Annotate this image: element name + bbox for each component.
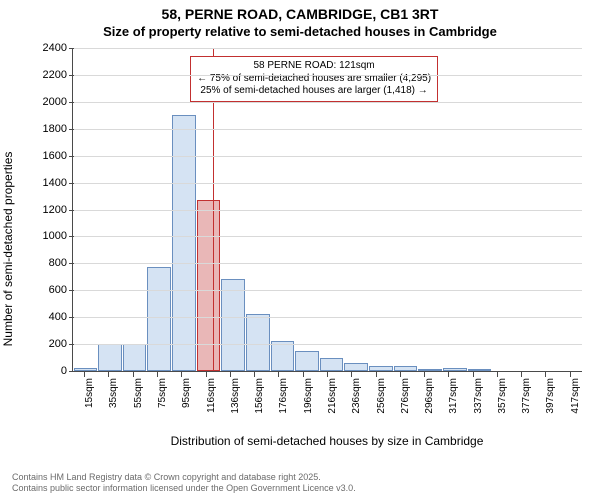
histogram-chart: 58 PERNE ROAD: 121sqm ← 75% of semi-deta… [72,48,582,372]
y-tick-label: 600 [49,284,73,296]
histogram-bar [172,115,196,371]
grid-line [73,102,582,103]
histogram-bar [123,344,147,371]
x-tick-label: 417sqm [570,378,581,414]
x-axis-label: Distribution of semi-detached houses by … [72,434,582,448]
histogram-bar [468,369,492,371]
histogram-bar [98,344,122,371]
histogram-bar [344,363,368,371]
grid-line [73,263,582,264]
x-tick-label: 75sqm [157,378,168,408]
histogram-bar [443,368,467,371]
y-axis-label: Number of semi-detached properties [1,152,15,347]
title-sub: Size of property relative to semi-detach… [0,24,600,39]
grid-line [73,210,582,211]
footer-line2: Contains public sector information licen… [12,483,356,494]
x-tick-label: 337sqm [473,378,484,414]
y-tick-label: 1000 [43,230,73,242]
x-tick-label: 357sqm [497,378,508,414]
x-tick-label: 116sqm [206,378,217,413]
x-tick-label: 95sqm [181,378,192,408]
chart-container: 58, PERNE ROAD, CAMBRIDGE, CB1 3RT Size … [0,0,600,500]
annotation-line3: 25% of semi-detached houses are larger (… [197,85,431,98]
histogram-bar [197,200,221,371]
x-tick-label: 156sqm [254,378,265,414]
y-tick-label: 2400 [43,42,73,54]
x-tick-label: 377sqm [521,378,532,414]
x-tick-label: 55sqm [133,378,144,408]
histogram-bar [271,341,295,371]
x-tick-label: 317sqm [448,378,459,414]
histogram-bar [418,369,442,371]
y-tick-label: 2200 [43,69,73,81]
footer-attribution: Contains HM Land Registry data © Crown c… [12,472,356,495]
histogram-bar [221,279,245,371]
x-tick-label: 216sqm [327,378,338,414]
y-tick-label: 2000 [43,96,73,108]
grid-line [73,156,582,157]
x-tick-label: 296sqm [424,378,435,414]
grid-line [73,48,582,49]
grid-line [73,317,582,318]
grid-line [73,129,582,130]
histogram-bar [320,358,344,371]
x-tick-label: 176sqm [278,378,289,414]
y-tick-label: 200 [49,338,73,350]
y-tick-label: 1600 [43,150,73,162]
x-tick-label: 136sqm [230,378,241,414]
grid-line [73,75,582,76]
grid-line [73,290,582,291]
x-tick-label: 256sqm [376,378,387,414]
histogram-bar [147,267,171,371]
histogram-bar [369,366,393,371]
grid-line [73,344,582,345]
footer-line1: Contains HM Land Registry data © Crown c… [12,472,356,483]
x-tick-label: 276sqm [400,378,411,414]
x-tick-label: 15sqm [84,378,95,408]
x-tick-label: 196sqm [303,378,314,414]
y-tick-label: 400 [49,311,73,323]
histogram-bar [295,351,319,371]
histogram-bar [246,314,270,371]
x-tick-label: 35sqm [108,378,119,408]
y-tick-label: 800 [49,257,73,269]
y-tick-label: 1800 [43,123,73,135]
grid-line [73,236,582,237]
grid-line [73,183,582,184]
title-main: 58, PERNE ROAD, CAMBRIDGE, CB1 3RT [0,6,600,22]
x-tick-label: 397sqm [545,378,556,414]
histogram-bar [74,368,98,371]
histogram-bar [394,366,418,371]
annotation-line1: 58 PERNE ROAD: 121sqm [197,60,431,73]
chart-wrap: Number of semi-detached properties 58 PE… [32,48,592,450]
y-tick-label: 1200 [43,204,73,216]
y-tick-label: 1400 [43,177,73,189]
annotation-box: 58 PERNE ROAD: 121sqm ← 75% of semi-deta… [190,56,438,102]
x-tick-label: 236sqm [351,378,362,414]
